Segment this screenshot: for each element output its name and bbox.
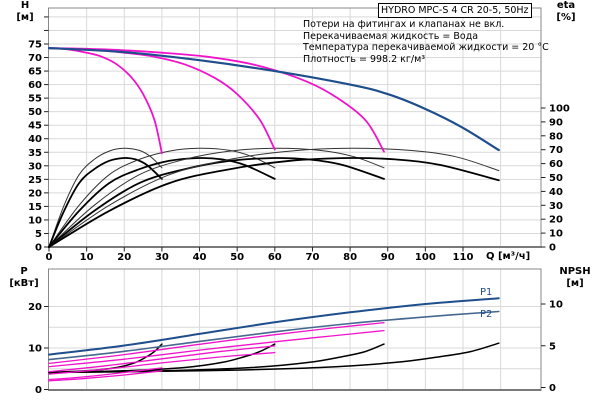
left-axis-tick-label: 20: [28, 302, 42, 313]
right-axis-tick-label: 10: [549, 229, 563, 240]
p-axis-label-unit: [кВт]: [9, 277, 39, 289]
curve-eta-4-pumps-thin: [48, 147, 500, 248]
left-axis-tick-label: 10: [28, 215, 42, 226]
eta-axis-label: eta [%]: [548, 0, 584, 23]
left-axis-tick-label: 0: [35, 385, 42, 396]
left-axis-tick-label: 70: [28, 53, 42, 64]
curve-head-4-pumps: [47, 47, 500, 152]
npsh-axis-label: NPSH [м]: [550, 266, 600, 289]
q-axis-label: Q [м³/ч]: [486, 251, 531, 262]
x-axis-tick-label: 40: [193, 252, 207, 263]
x-axis-tick-label: 10: [80, 252, 94, 263]
right-axis-tick-label: 0: [549, 243, 556, 254]
left-axis-tick-label: 35: [28, 148, 42, 159]
left-axis-tick-label: 60: [28, 80, 42, 91]
right-axis-tick-label: 50: [549, 173, 563, 184]
curve-power-p2-2-pumps: [48, 351, 276, 375]
right-axis-tick-label: 10: [549, 300, 563, 311]
h-axis-label-symbol: H: [20, 0, 30, 11]
right-axis-tick-label: 20: [549, 215, 563, 226]
curve-eta-4-pumps-thick: [48, 157, 500, 248]
curve-power-p2-4-pumps: [48, 310, 500, 361]
curve-power-p1-2-pumps: [48, 345, 276, 373]
annotation-line-liquid: Перекачиваемая жидкость = Вода: [303, 30, 479, 42]
left-axis-tick-label: 50: [28, 107, 42, 118]
annotation-line-losses: Потери на фитингах и клапанах не вкл.: [303, 19, 505, 30]
h-axis-label: H [м]: [10, 0, 40, 23]
left-axis-tick-label: 30: [28, 161, 42, 172]
annotation-block: Потери на фитингах и клапанах не вкл. Пе…: [303, 19, 549, 66]
right-axis-tick-label: 0: [549, 383, 556, 394]
npsh-axis-label-unit: [м]: [566, 277, 584, 289]
h-axis-label-unit: [м]: [16, 11, 34, 23]
left-axis-tick-label: 25: [28, 175, 42, 186]
curve-power-p2-1-pump: [48, 370, 163, 382]
x-axis-tick-label: 60: [268, 252, 282, 263]
eta-axis-label-symbol: eta: [556, 0, 576, 11]
curve-eta-2-pumps-thin: [48, 147, 276, 248]
p-axis-label: P [кВт]: [5, 266, 43, 289]
curve-eta-1-pump-thick: [48, 157, 163, 248]
left-axis-tick-label: 75: [28, 39, 42, 50]
curve-head-3-pumps: [48, 47, 385, 153]
x-axis-tick-label: 80: [343, 252, 357, 263]
right-axis-tick-label: 80: [549, 131, 563, 142]
annotation-line-temperature: Температура перекачиваемой жидкости = 20…: [303, 42, 549, 54]
left-axis-tick-label: 55: [28, 94, 42, 105]
left-axis-tick-label: 65: [28, 67, 42, 78]
left-axis-tick-label: 20: [28, 188, 42, 199]
curve-eta-2-pumps-thick: [48, 157, 276, 248]
curve-power-p2-3-pumps: [48, 329, 385, 368]
right-axis-tick-label: 40: [549, 187, 563, 198]
left-axis-tick-label: 10: [28, 344, 42, 355]
p-axis-label-symbol: P: [20, 266, 28, 277]
eta-axis-label-unit: [%]: [556, 11, 576, 23]
curve-eta-1-pump-thin: [48, 147, 163, 248]
left-axis-tick-label: 40: [28, 134, 42, 145]
curve-eta-3-pumps-thin: [48, 147, 385, 248]
curve-head-1-pump: [48, 47, 163, 155]
x-axis-tick-label: 0: [46, 252, 53, 263]
x-axis-tick-label: 70: [305, 252, 319, 263]
right-axis-tick-label: 100: [549, 104, 570, 115]
x-axis-tick-label: 100: [415, 252, 436, 263]
x-axis-tick-label: 110: [453, 252, 474, 263]
annotation-line-density: Плотность = 998.2 кг/м³: [303, 54, 426, 66]
left-axis-tick-label: 5: [35, 229, 42, 240]
right-axis-tick-label: 5: [549, 341, 556, 352]
left-axis-tick-label: 45: [28, 121, 42, 132]
chart-title: HYDRO MPC-S 4 CR 20-5, 50Hz: [378, 3, 532, 18]
right-axis-tick-label: 60: [549, 159, 563, 170]
right-axis-tick-label: 90: [549, 117, 563, 128]
curve-eta-3-pumps-thick: [48, 157, 385, 248]
left-axis-tick-label: 0: [35, 243, 42, 254]
curve-power-p1-1-pump: [48, 367, 163, 381]
x-axis-tick-label: 90: [381, 252, 395, 263]
right-axis-tick-label: 30: [549, 201, 563, 212]
x-axis-tick-label: 20: [117, 252, 131, 263]
curve-npsh-4-pumps: [48, 342, 500, 374]
curve-power-p1-3-pumps: [48, 322, 385, 365]
left-axis-tick-label: 15: [28, 202, 42, 213]
x-axis-tick-label: 50: [230, 252, 244, 263]
curve-power-p1-4-pumps: [48, 297, 500, 356]
npsh-axis-label-symbol: NPSH: [559, 266, 591, 277]
p1-curve-label: P1: [480, 287, 493, 298]
p2-curve-label: P2: [480, 309, 493, 320]
x-axis-tick-label: 30: [155, 252, 169, 263]
right-axis-tick-label: 70: [549, 145, 563, 156]
